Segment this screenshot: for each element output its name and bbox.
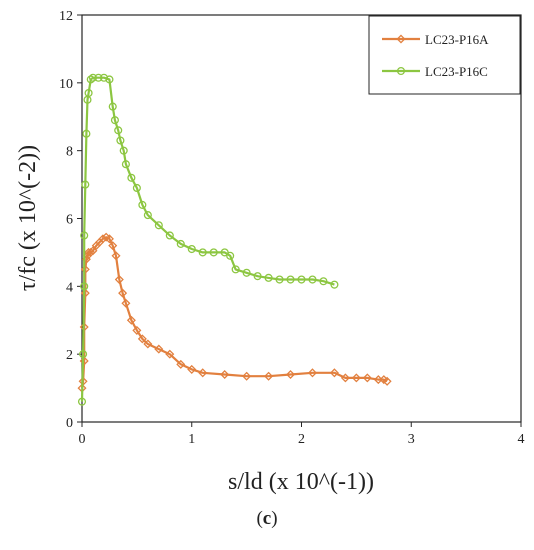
y-tick-label: 2 [66,348,73,363]
panel-label: (c) [256,508,277,529]
y-tick-label: 12 [59,9,73,24]
data-point-lc23-p16c [231,265,240,274]
legend-marker-lc23-p16c [396,66,406,76]
data-point-lc23-p16a [340,373,350,383]
data-point-lc23-p16c [82,129,91,138]
data-point-lc23-p16c [165,231,174,240]
x-tick-label: 4 [518,432,525,447]
data-point-lc23-p16a [351,373,361,383]
data-point-lc23-p16a [362,373,372,383]
legend-label-lc23-p16c: LC23-P16C [425,64,488,79]
data-point-lc23-p16c [80,231,89,240]
data-point-lc23-p16c [226,251,235,260]
data-point-lc23-p16c [209,248,218,257]
data-point-lc23-p16a [264,371,274,381]
data-point-lc23-p16c [86,75,95,84]
data-point-lc23-p16c [108,102,117,111]
series-layer [77,73,392,406]
data-point-lc23-p16c [319,277,328,286]
legend-marker-lc23-p16a [396,34,406,44]
data-point-lc23-p16a [84,247,94,257]
data-point-lc23-p16a [329,368,339,378]
data-point-lc23-p16a [143,339,153,349]
data-point-lc23-p16c [308,275,317,284]
data-point-lc23-p16c [81,180,90,189]
data-point-lc23-p16c [143,211,152,220]
x-axis-title: s/ld (x 10^(-1)) [228,469,374,495]
x-axis-ticks: 0 1 2 3 4 [79,422,525,447]
data-point-lc23-p16c [242,268,251,277]
legend-label-lc23-p16a: LC23-P16A [425,32,489,47]
x-tick-label: 0 [79,432,86,447]
data-point-lc23-p16c [105,75,114,84]
data-point-lc23-p16c [99,73,108,82]
data-point-lc23-p16c [253,272,262,281]
data-point-lc23-p16a [126,315,136,325]
data-point-lc23-p16a [165,349,175,359]
data-point-lc23-p16a [79,356,89,366]
y-axis-ticks: 0 2 4 6 8 10 12 [59,9,82,431]
data-point-lc23-p16c [132,183,141,193]
data-point-lc23-p16c [110,116,119,125]
data-point-lc23-p16c [198,248,207,257]
data-point-lc23-p16c [297,275,306,284]
data-point-lc23-p16a [176,359,186,369]
data-point-lc23-p16a [114,275,124,285]
data-point-lc23-p16c [264,273,273,282]
data-point-lc23-p16c [187,244,196,254]
data-point-lc23-p16c [80,282,89,291]
panel-label-close-paren: ) [271,508,277,529]
data-point-lc23-p16a [108,241,118,251]
data-point-lc23-p16a [98,234,108,244]
data-point-lc23-p16a [220,369,230,380]
panel-label-open-paren: ( [256,508,262,529]
data-point-lc23-p16a [198,368,208,378]
data-point-lc23-p16a [154,344,164,354]
data-point-lc23-p16c [94,73,103,82]
data-point-lc23-p16a [104,234,114,244]
data-point-lc23-p16c [119,146,128,155]
panel-label-letter: c [263,508,271,529]
legend-box [368,15,521,95]
data-point-lc23-p16c [79,350,88,359]
data-point-lc23-p16c [138,200,147,209]
data-point-lc23-p16a [80,288,90,298]
data-point-lc23-p16a [382,376,392,386]
y-tick-label: 6 [66,213,73,228]
data-point-lc23-p16a [111,251,121,261]
data-point-lc23-p16c [77,397,87,406]
data-point-lc23-p16a [242,371,252,381]
x-tick-label: 2 [298,432,305,447]
series-lc23-p16c [77,73,339,406]
y-tick-label: 4 [66,280,73,295]
data-point-lc23-p16c [121,160,130,169]
data-point-lc23-p16c [286,275,295,284]
y-tick-label: 10 [59,77,73,92]
data-point-lc23-p16c [116,136,125,145]
x-tick-label: 1 [188,432,195,447]
data-point-lc23-p16c [154,221,163,230]
data-point-lc23-p16a [187,364,197,374]
data-point-lc23-p16a [118,288,128,298]
data-point-lc23-p16c [114,126,123,135]
data-point-lc23-p16a [137,334,147,344]
data-point-lc23-p16c [88,73,98,82]
data-point-lc23-p16a [88,246,98,256]
legend: LC23-P16A LC23-P16C [368,15,521,95]
y-tick-label: 8 [66,145,73,160]
data-point-lc23-p16a [86,247,96,257]
y-tick-label: 0 [66,416,73,431]
data-point-lc23-p16c [84,88,93,98]
data-point-lc23-p16c [330,280,339,289]
data-point-lc23-p16c [127,173,136,182]
data-point-lc23-p16a [121,298,131,308]
data-point-lc23-p16a [286,369,296,380]
data-point-lc23-p16a [132,325,142,335]
data-point-lc23-p16c [176,239,185,248]
data-point-lc23-p16c [275,275,284,284]
y-axis-title: τ/fc (x 10^(-2)) [15,145,41,291]
x-tick-label: 3 [408,432,415,447]
data-point-lc23-p16a [307,368,317,378]
